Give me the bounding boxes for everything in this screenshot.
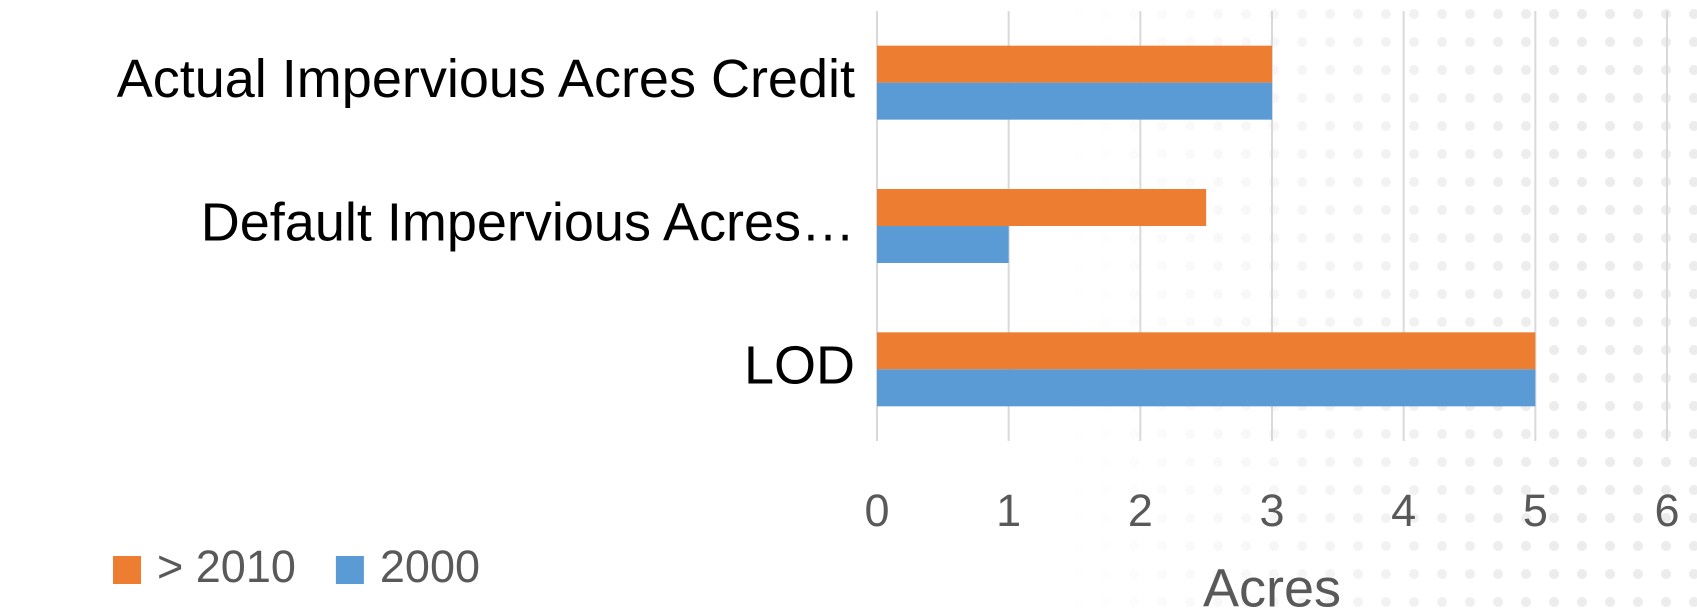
bar (877, 226, 1009, 263)
y-tick-label: LOD (744, 336, 855, 396)
y-tick-label: Actual Impervious Acres Credit (117, 49, 855, 109)
x-tick-label: 3 (1259, 485, 1284, 536)
x-tick-label: 0 (864, 485, 889, 536)
x-tick-label: 1 (996, 485, 1021, 536)
bar (877, 82, 1272, 120)
legend-label: 2000 (380, 541, 480, 592)
x-tick-label: 2 (1128, 485, 1153, 536)
bar (877, 189, 1207, 226)
y-tick-label: Default Impervious Acres… (201, 192, 855, 252)
bar (877, 369, 1536, 407)
bar (877, 332, 1536, 370)
legend-swatch (113, 556, 141, 584)
x-tick-label: 5 (1523, 485, 1548, 536)
x-axis-title: Acres (1203, 558, 1341, 616)
x-tick-label: 6 (1654, 485, 1679, 536)
legend-label: > 2010 (157, 541, 296, 592)
x-tick-label: 4 (1391, 485, 1416, 536)
legend-swatch (335, 556, 364, 584)
bar (877, 45, 1272, 83)
